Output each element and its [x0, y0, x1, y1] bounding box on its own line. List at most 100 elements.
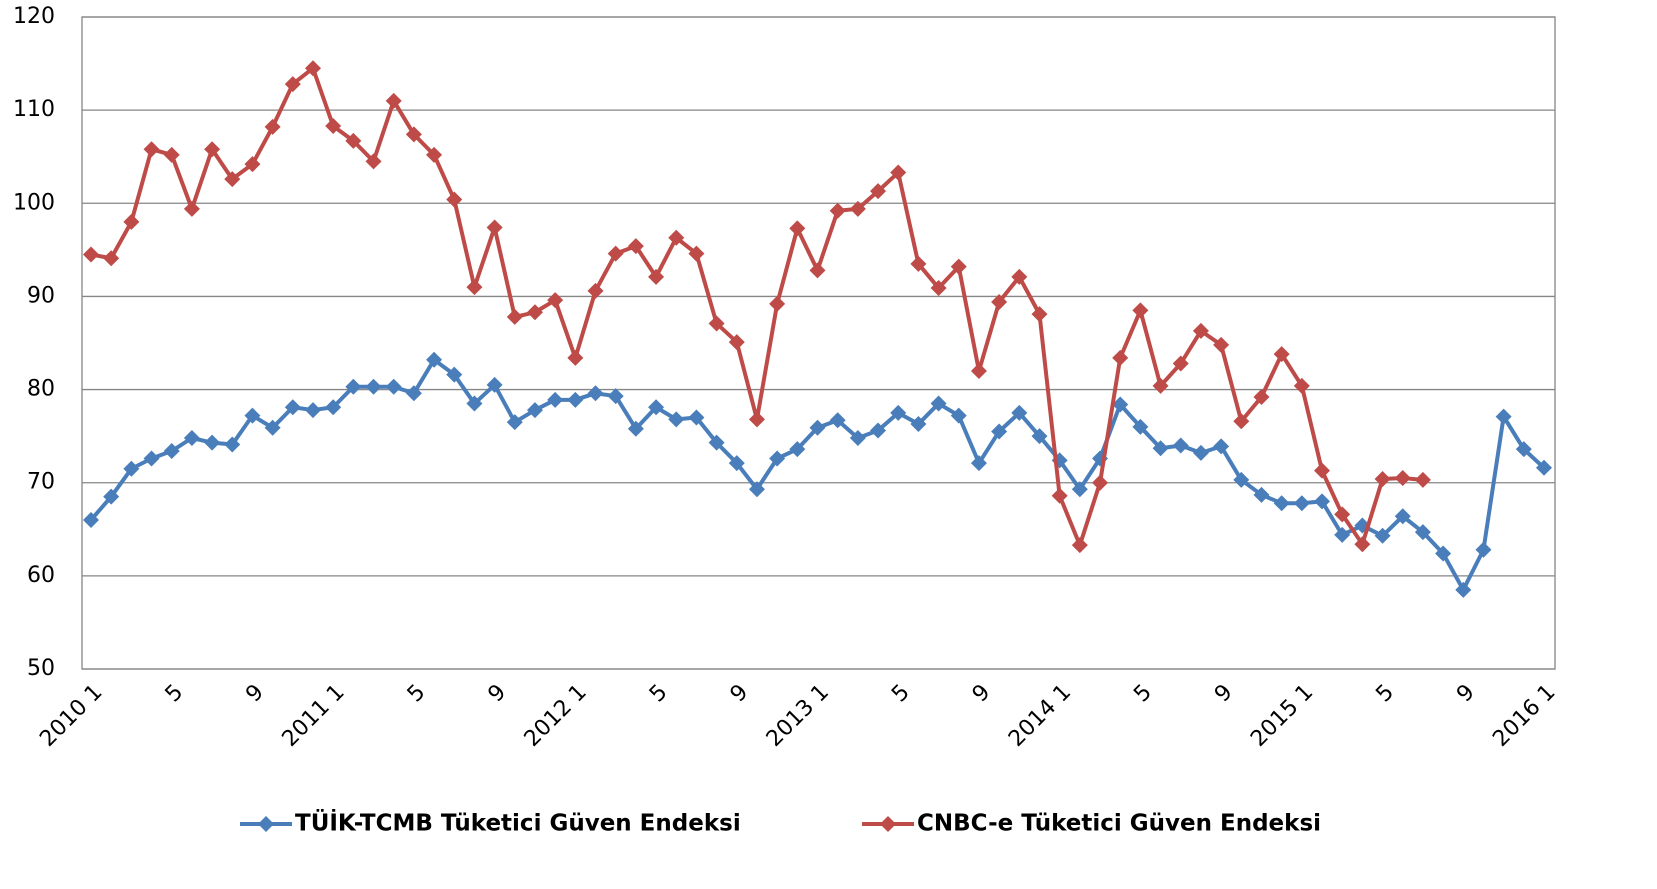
marker: [1536, 459, 1552, 476]
marker: [385, 92, 402, 109]
marker: [769, 295, 786, 312]
marker: [627, 420, 644, 437]
y-tick-label: 50: [27, 656, 55, 681]
marker: [325, 399, 342, 416]
marker: [143, 450, 160, 467]
marker: [688, 245, 705, 262]
y-tick-label: 80: [27, 377, 55, 402]
marker: [748, 411, 765, 428]
marker: [1253, 389, 1270, 406]
marker: [1092, 474, 1109, 491]
marker: [506, 414, 523, 431]
marker: [163, 443, 180, 460]
marker: [1112, 396, 1129, 413]
marker: [930, 395, 947, 412]
x-tick-label: 2016 1: [1488, 680, 1560, 752]
marker: [1132, 302, 1149, 319]
marker: [809, 419, 826, 436]
marker: [648, 399, 665, 416]
marker: [829, 412, 846, 429]
marker: [304, 60, 321, 77]
marker: [224, 171, 241, 188]
marker: [829, 202, 846, 219]
marker: [1394, 508, 1411, 525]
marker: [950, 258, 967, 275]
x-tick-label: 2014 1: [1004, 680, 1076, 752]
marker: [83, 511, 99, 528]
marker: [224, 436, 241, 453]
x-tick-label: 9: [1210, 680, 1238, 708]
marker: [264, 118, 281, 135]
marker: [304, 402, 321, 419]
marker: [1374, 527, 1391, 544]
marker: [970, 455, 987, 472]
marker: [1192, 322, 1209, 339]
marker: [870, 422, 887, 439]
marker: [1253, 486, 1270, 503]
marker: [668, 411, 685, 428]
marker: [1495, 408, 1512, 425]
marker: [1213, 336, 1230, 353]
marker: [607, 245, 624, 262]
marker: [1515, 441, 1532, 458]
y-tick-label: 70: [27, 470, 55, 495]
marker: [567, 391, 584, 408]
marker: [1213, 438, 1230, 455]
marker: [123, 213, 140, 230]
marker: [486, 219, 503, 236]
marker: [284, 399, 301, 416]
marker: [870, 183, 887, 200]
marker: [910, 416, 927, 433]
marker: [284, 76, 301, 93]
marker: [325, 117, 342, 134]
marker: [1011, 404, 1028, 421]
marker: [991, 423, 1008, 440]
marker: [1455, 581, 1472, 598]
x-tick-label: 5: [161, 680, 189, 708]
marker: [405, 126, 422, 143]
x-tick-label: 2010 1: [35, 680, 107, 752]
marker: [1071, 481, 1088, 498]
marker: [426, 146, 443, 163]
marker: [83, 246, 99, 263]
marker: [204, 434, 221, 451]
marker: [365, 153, 382, 170]
marker: [426, 351, 443, 368]
marker: [708, 434, 725, 451]
marker: [345, 378, 362, 395]
marker: [1031, 306, 1048, 323]
marker: [849, 200, 866, 217]
marker: [183, 430, 200, 447]
marker: [668, 229, 685, 246]
legend-text: CNBC-e Tüketici Güven Endeksi: [917, 811, 1321, 837]
marker: [587, 282, 604, 299]
legend-marker: [258, 816, 274, 832]
marker: [365, 378, 382, 395]
marker: [204, 141, 221, 158]
marker: [1051, 487, 1068, 504]
marker: [1011, 268, 1028, 285]
marker: [1273, 346, 1290, 363]
marker: [446, 366, 463, 383]
x-tick-label: 2015 1: [1246, 680, 1318, 752]
marker: [466, 395, 483, 412]
marker: [1172, 437, 1189, 454]
marker: [446, 191, 463, 208]
marker: [809, 262, 826, 279]
marker: [728, 455, 745, 472]
marker: [890, 404, 907, 421]
marker: [103, 488, 120, 505]
x-tick-label: 5: [403, 680, 431, 708]
marker: [1031, 428, 1048, 445]
marker: [769, 450, 786, 467]
x-tick-label: 2012 1: [520, 680, 592, 752]
x-tick-label: 5: [1371, 680, 1399, 708]
marker: [183, 200, 200, 217]
marker: [950, 407, 967, 424]
marker: [1112, 349, 1129, 366]
marker: [607, 388, 624, 405]
marker: [385, 378, 402, 395]
marker: [547, 292, 564, 309]
marker: [1414, 524, 1431, 541]
